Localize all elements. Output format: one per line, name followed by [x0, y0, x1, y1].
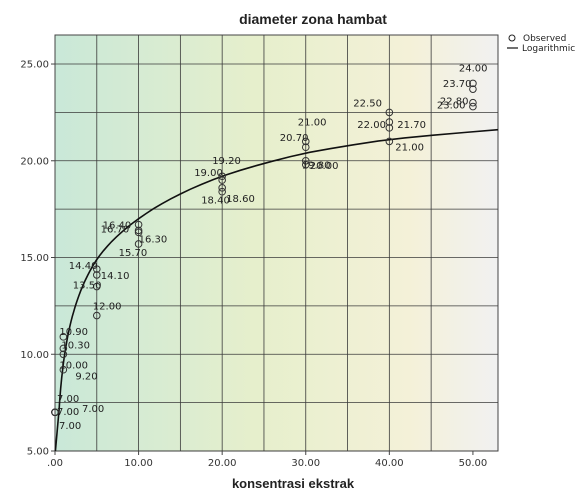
x-axis: .00 10.00 20.00 30.00 40.00 50.00 [47, 451, 487, 469]
observed-point [92, 271, 101, 279]
observed-point [301, 143, 310, 152]
point-label: 18.40 [201, 196, 230, 207]
observed-point [218, 176, 226, 184]
x-axis-label: konsentrasi ekstrak [232, 476, 355, 491]
y-axis: 5.00 10.00 15.00 20.00 25.00 [20, 60, 55, 458]
observed-point [218, 187, 226, 196]
observed-point [92, 282, 101, 291]
point-label: 21.00 [395, 142, 424, 153]
point-label: 16.30 [139, 234, 168, 245]
observed-point [51, 408, 59, 417]
observed-point [469, 79, 477, 88]
point-label: 9.20 [75, 372, 97, 383]
observed-point [134, 226, 143, 235]
observed-point [59, 333, 68, 341]
y-tick-label: 15.00 [20, 253, 49, 264]
legend-observed-label: Observed [523, 34, 566, 44]
point-label: 23.00 [437, 101, 466, 112]
point-label: 15.70 [119, 248, 148, 259]
y-tick-label: 20.00 [20, 156, 49, 167]
grid-lines [55, 35, 498, 452]
observed-point [469, 98, 477, 107]
observed-point [134, 220, 143, 229]
observed-point [59, 350, 68, 359]
point-label: 16.70 [101, 225, 130, 236]
point-label: 7.00 [57, 394, 79, 405]
legend: Observed Logarithmic [507, 34, 575, 54]
observed-point [301, 156, 310, 165]
observed-point [92, 265, 101, 273]
x-tick-label: 30.00 [291, 458, 320, 469]
y-tick-label: 5.00 [27, 447, 49, 458]
point-label: 10.30 [61, 341, 90, 352]
observed-point [59, 365, 68, 374]
y-tick-label: 10.00 [20, 350, 49, 361]
logarithmic-fit-line [54, 128, 499, 452]
point-label: 7.00 [57, 407, 79, 418]
legend-logarithmic-label: Logarithmic [522, 44, 575, 54]
point-label: 14.40 [69, 261, 98, 272]
point-label: 14.10 [101, 271, 130, 282]
point-label: 18.60 [226, 194, 255, 205]
point-label: 7.00 [59, 421, 81, 432]
x-tick-label: .00 [47, 458, 63, 469]
point-labels: 7.007.007.007.009.2010.0010.3010.9012.00… [57, 63, 488, 432]
chart-title: diameter zona hambat [239, 11, 387, 27]
point-label: 22.50 [353, 98, 382, 109]
point-label: 10.90 [59, 327, 88, 338]
point-label: 22.80 [440, 97, 469, 108]
x-tick-label: 10.00 [124, 458, 153, 469]
point-label: 7.00 [82, 404, 104, 415]
legend-observed-marker [508, 34, 516, 42]
x-tick-label: 20.00 [208, 458, 237, 469]
observed-point [59, 344, 68, 353]
plot-area [54, 34, 499, 452]
point-label: 10.00 [59, 360, 88, 371]
observed-point [134, 228, 143, 237]
observed-point [92, 311, 101, 320]
observed-point [469, 85, 477, 93]
observed-point [385, 108, 394, 117]
y-tick-label: 25.00 [20, 60, 49, 71]
observed-point [218, 184, 226, 192]
point-label: 20.70 [280, 133, 309, 144]
observed-point [301, 137, 310, 146]
point-label: 19.80 [302, 161, 331, 172]
observed-point [469, 102, 477, 111]
point-label: 20.00 [310, 161, 339, 172]
observed-point [385, 137, 394, 146]
point-label: 16.40 [103, 220, 132, 231]
observed-point [385, 124, 394, 132]
observed-point [134, 240, 143, 248]
point-label: 23.70 [443, 79, 472, 90]
observed-point [385, 118, 394, 126]
point-label: 19.00 [194, 168, 223, 179]
point-label: 21.70 [397, 120, 426, 131]
observed-points [51, 79, 477, 417]
point-label: 22.00 [357, 120, 386, 131]
point-label: 13.50 [73, 281, 102, 292]
point-label: 19.20 [212, 156, 241, 167]
observed-point [301, 160, 310, 169]
x-tick-label: 50.00 [459, 458, 488, 469]
point-label: 12.00 [93, 302, 122, 313]
point-label: 24.00 [459, 63, 488, 74]
x-tick-label: 40.00 [375, 458, 404, 469]
observed-point [218, 172, 226, 181]
point-label: 21.00 [298, 117, 327, 128]
